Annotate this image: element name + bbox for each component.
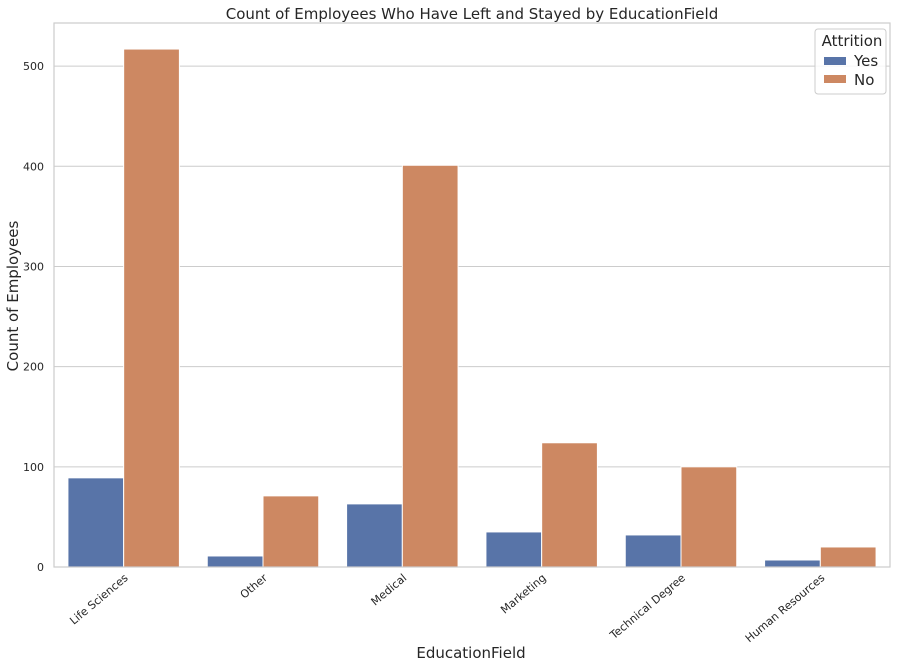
bar-yes-other xyxy=(206,555,264,568)
bars xyxy=(67,48,877,568)
legend-swatch-no xyxy=(824,75,846,83)
legend-swatch-yes xyxy=(824,57,846,65)
y-tick-label-100: 100 xyxy=(23,461,44,474)
plot-frame xyxy=(53,22,891,568)
y-axis-label: Count of Employees xyxy=(4,220,22,371)
legend-label-yes: Yes xyxy=(853,52,878,70)
legend: Attrition Yes No xyxy=(814,28,887,95)
bar-yes-technical-degree xyxy=(624,534,682,568)
legend-label-no: No xyxy=(854,71,874,89)
y-tick-label-0: 0 xyxy=(37,561,44,574)
bar-yes-medical xyxy=(346,503,403,568)
bar-yes-human-resources xyxy=(764,559,821,568)
bar-no-technical-degree xyxy=(680,466,738,568)
y-tick-label-400: 400 xyxy=(23,160,44,173)
y-tick-label-200: 200 xyxy=(23,361,44,374)
bar-no-human-resources xyxy=(819,546,877,568)
y-tick-label-300: 300 xyxy=(23,260,44,273)
bar-no-marketing xyxy=(541,442,598,568)
bar-no-other xyxy=(262,495,320,568)
bar-yes-life-sciences xyxy=(67,477,125,568)
legend-title: Attrition xyxy=(822,32,883,50)
y-axis-ticks: 0 100 200 300 400 500 xyxy=(23,60,44,574)
bar-no-life-sciences xyxy=(123,48,180,568)
y-tick-label-500: 500 xyxy=(23,60,44,73)
bar-yes-marketing xyxy=(485,531,543,568)
x-axis-label: EducationField xyxy=(416,644,525,662)
bar-no-medical xyxy=(401,164,459,568)
chart-title: Count of Employees Who Have Left and Sta… xyxy=(226,5,718,23)
